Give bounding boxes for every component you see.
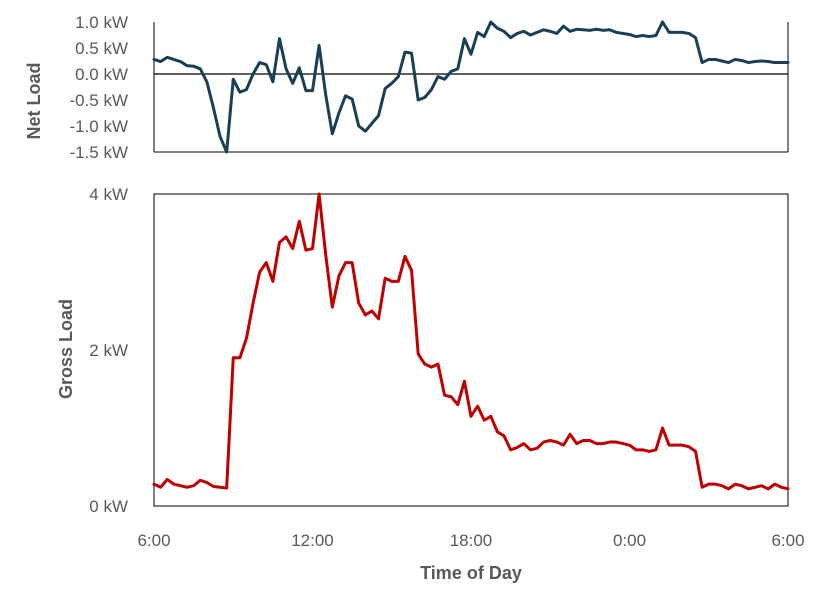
gross-load-series-line <box>152 192 790 491</box>
x-tick-label: 12:00 <box>291 531 334 550</box>
net-load-panel: Net Load 1.0 kW 0.5 kW 0.0 kW -0.5 kW -1.0 k… <box>24 13 790 162</box>
net-load-y-tick-label: -1.5 kW <box>69 143 128 162</box>
gross-load-axis-title: Gross Load <box>56 299 76 399</box>
gross-load-frame <box>153 193 789 507</box>
net-load-y-tick-label: 0.5 kW <box>75 39 128 58</box>
x-tick-label: 0:00 <box>613 531 646 550</box>
gross-load-y-tick-label: 0 kW <box>89 497 128 516</box>
x-tick-label: 6:00 <box>137 531 170 550</box>
net-load-series-line <box>152 20 790 154</box>
x-tick-label: 6:00 <box>771 531 804 550</box>
gross-load-y-tick-label: 2 kW <box>89 341 128 360</box>
net-load-axis-title: Net Load <box>24 62 44 139</box>
net-load-y-tick-label: -0.5 kW <box>69 91 128 110</box>
net-load-y-tick-label: 0.0 kW <box>75 65 128 84</box>
gross-load-y-tick-label: 4 kW <box>89 185 128 204</box>
x-axis-title: Time of Day <box>420 563 522 583</box>
net-load-y-tick-label: -1.0 kW <box>69 117 128 136</box>
net-load-y-tick-label: 1.0 kW <box>75 13 128 32</box>
x-tick-label: 18:00 <box>450 531 493 550</box>
gross-load-panel: Gross Load 0 kW 2 kW 4 kW 6:00 12:00 18:00 0:… <box>56 185 805 583</box>
